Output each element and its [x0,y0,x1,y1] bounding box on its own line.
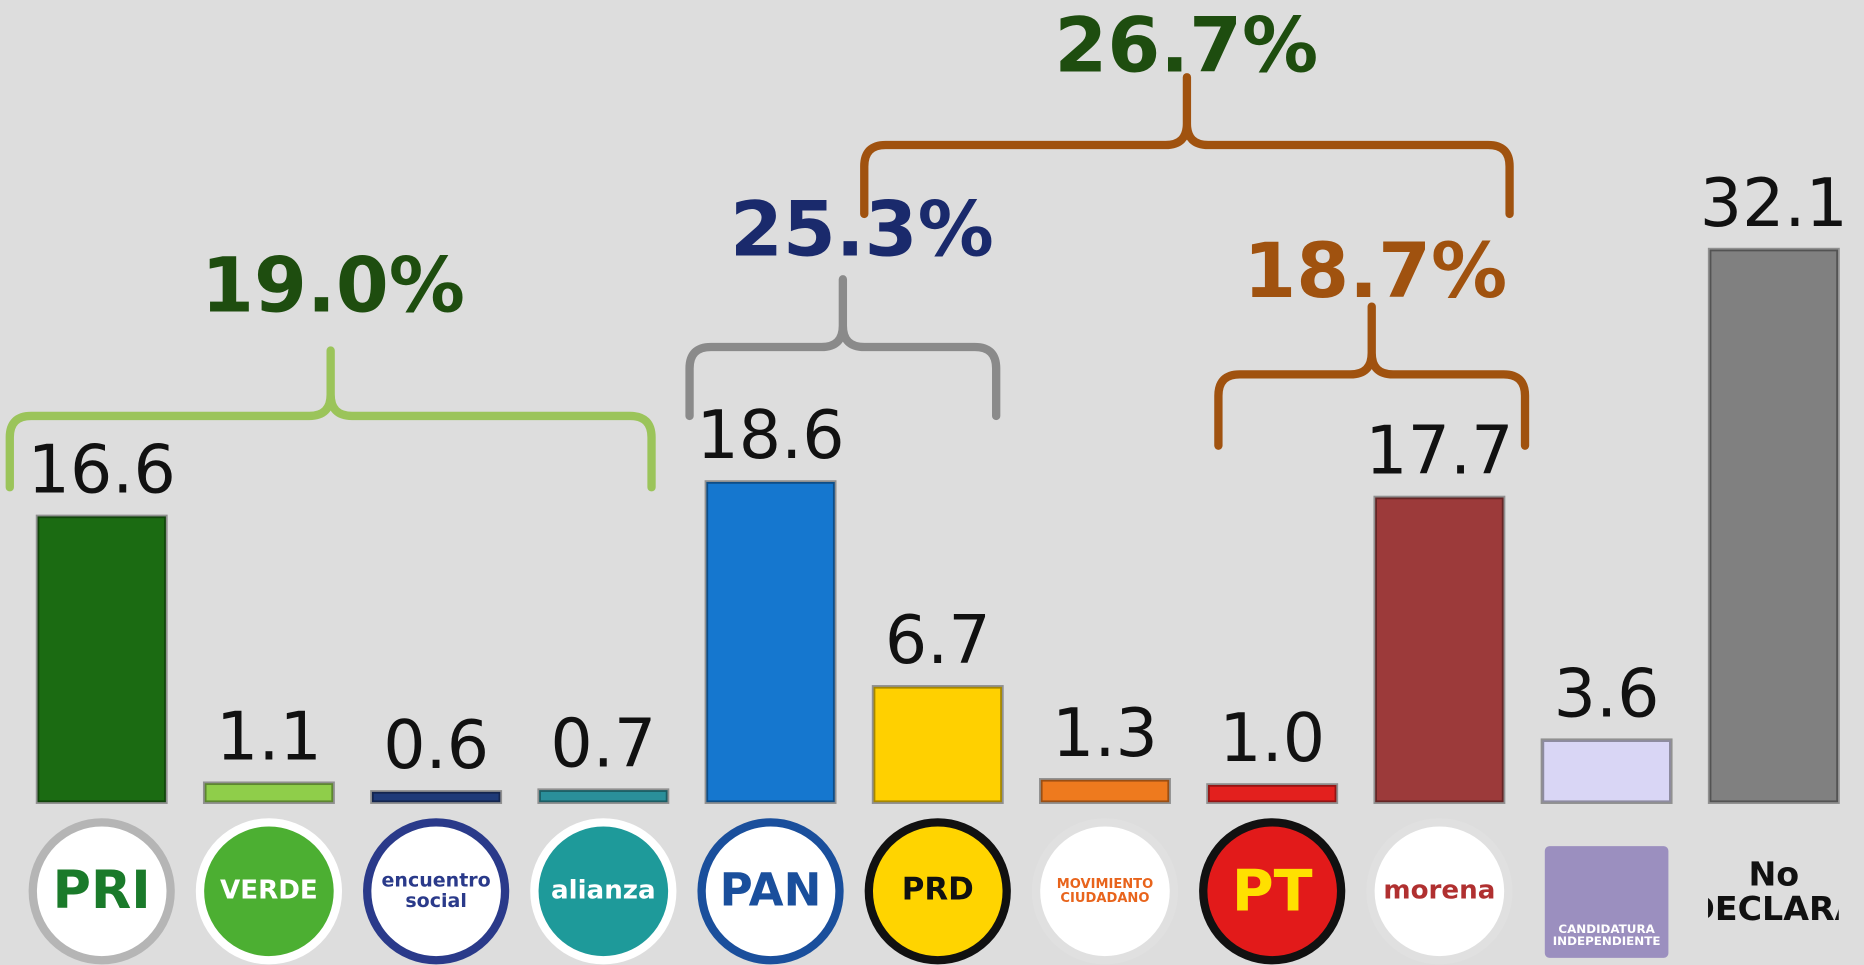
data-label: 16.6 [28,431,176,509]
category-label: PRI [52,860,151,921]
bar [871,685,1004,804]
party-logo [28,818,175,965]
bar [537,788,670,804]
party-logo [697,818,844,965]
category-label: No DECLARA [1708,854,1839,929]
bracket [860,73,1514,219]
category-label-box: morena [1383,876,1496,907]
category-label-box: encuentro social [381,868,491,912]
category-label-box: PRI [52,860,151,921]
category-label: PRD [901,872,974,909]
bar [1540,738,1673,804]
party-logo [195,818,343,965]
data-label: 1.1 [216,697,322,775]
category-label: CANDIDATURA INDEPENDIENTE [1552,922,1661,949]
data-label: 0.7 [550,704,656,782]
category-label: MOVIMIENTO CIUDADANO [1056,876,1154,906]
data-label: 32.1 [1700,164,1848,242]
category-label-box: CANDIDATURA INDEPENDIENTE [1552,922,1661,949]
party-logo [1199,818,1346,965]
bracket [1214,302,1530,450]
category-label: alianza [550,876,656,907]
bar [1373,495,1506,804]
bar [1206,783,1339,804]
party-logo [1544,846,1669,958]
bar [1039,778,1171,804]
party-logo [1031,818,1179,965]
data-label: 3.6 [1554,654,1660,732]
party-logo [363,818,510,965]
data-label: 6.7 [885,601,991,679]
data-label: 1.3 [1052,694,1158,772]
category-label-box: alianza [550,876,656,907]
category-label-box: PT [1231,857,1313,925]
data-label: 1.0 [1219,699,1325,777]
data-label: 17.7 [1365,412,1513,490]
bracket-label: 26.7% [1054,0,1318,89]
party-logo [864,818,1011,965]
party-logo [530,818,677,965]
category-label: morena [1383,876,1496,907]
category-label-box: PAN [719,864,822,917]
category-label: encuentro social [381,868,491,912]
party-logo [1366,818,1513,965]
bar [35,514,168,804]
category-label-box: PRD [901,872,974,909]
bracket-label: 19.0% [201,240,465,329]
category-label: VERDE [220,876,318,907]
bar [704,480,837,804]
category-label-box: MOVIMIENTO CIUDADANO [1056,876,1154,906]
category-label: PT [1231,857,1313,925]
data-label: 0.6 [383,706,489,784]
data-label: 18.6 [696,396,844,474]
bar [1707,247,1840,804]
bracket [685,275,1001,421]
category-label-box: No DECLARA [1708,854,1839,929]
category-label-box: VERDE [220,876,318,907]
bracket-label: 18.7% [1243,226,1507,315]
category-label: PAN [719,864,822,917]
bar [202,781,335,804]
bar [370,790,503,804]
bracket [5,346,656,492]
